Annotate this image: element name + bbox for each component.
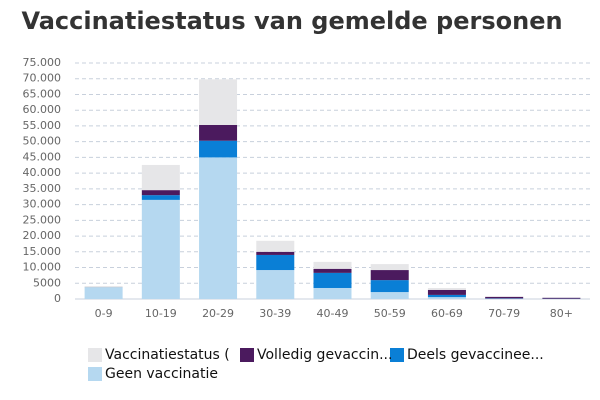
bar-segment: [427, 294, 466, 298]
x-tick-label: 80+: [550, 307, 573, 320]
bar-segment: [370, 270, 409, 281]
bar-segment: [370, 292, 409, 299]
x-tick-label: 0-9: [95, 307, 113, 320]
x-tick-label: 20-29: [202, 307, 234, 320]
x-tick-label: 50-59: [374, 307, 406, 320]
legend-label: Geen vaccinatie: [105, 366, 218, 382]
x-tick-label: 40-49: [317, 307, 349, 320]
bar-segment: [141, 190, 180, 196]
y-tick-label: 40.000: [23, 166, 62, 179]
bar-segment: [256, 251, 295, 255]
legend-swatch: [390, 348, 404, 362]
bar-segment: [256, 254, 295, 271]
bar-segment: [313, 268, 352, 273]
bar-segment: [141, 199, 180, 299]
y-tick-label: 25.000: [23, 213, 62, 226]
legend-label: Vaccinatiestatus (: [105, 347, 230, 363]
bar-segment: [485, 296, 524, 299]
bar-segment: [84, 287, 123, 299]
bar-segment: [370, 264, 409, 271]
y-tick-label: 55.000: [23, 119, 62, 132]
bar-segment: [542, 297, 581, 299]
y-tick-label: 5000: [33, 276, 61, 289]
bar-segment: [199, 140, 238, 158]
y-tick-label: 65.000: [23, 87, 62, 100]
bar-segment: [427, 289, 466, 295]
y-tick-label: 50.000: [23, 135, 62, 148]
bar-segment: [256, 240, 295, 252]
bar-segment: [84, 286, 123, 288]
y-tick-label: 30.000: [23, 198, 62, 211]
legend-swatch: [88, 367, 102, 381]
x-tick-label: 60-69: [431, 307, 463, 320]
y-tick-label: 20.000: [23, 229, 62, 242]
legend-label: Deels gevaccinee...: [407, 347, 544, 363]
legend-swatch: [88, 348, 102, 362]
bar-segment: [141, 195, 180, 200]
y-tick-label: 15.000: [23, 245, 62, 258]
x-tick-label: 70-79: [488, 307, 520, 320]
x-tick-label: 10-19: [145, 307, 177, 320]
y-tick-label: 75.000: [23, 56, 62, 69]
y-tick-label: 35.000: [23, 182, 62, 195]
bar-segment: [313, 272, 352, 288]
y-tick-label: 10.000: [23, 261, 62, 274]
x-tick-label: 30-39: [259, 307, 291, 320]
bar-segment: [199, 79, 238, 125]
bar-segment: [199, 157, 238, 299]
bar-segment: [199, 124, 238, 141]
y-tick-label: 60.000: [23, 103, 62, 116]
bar-segment: [427, 287, 466, 290]
chart-title: Vaccinatiestatus van gemelde personen: [21, 7, 562, 35]
y-tick-label: 70.000: [23, 72, 62, 85]
bar-segment: [313, 287, 352, 299]
bar-segment: [141, 164, 180, 191]
y-tick-label: 45.000: [23, 150, 62, 163]
y-tick-label: 0: [54, 292, 61, 305]
bar-segment: [313, 261, 352, 269]
bar-segment: [427, 297, 466, 299]
bar-segment: [256, 270, 295, 299]
bar-segment: [370, 280, 409, 293]
legend-swatch: [240, 348, 254, 362]
legend-label: Volledig gevaccin...: [257, 347, 392, 363]
